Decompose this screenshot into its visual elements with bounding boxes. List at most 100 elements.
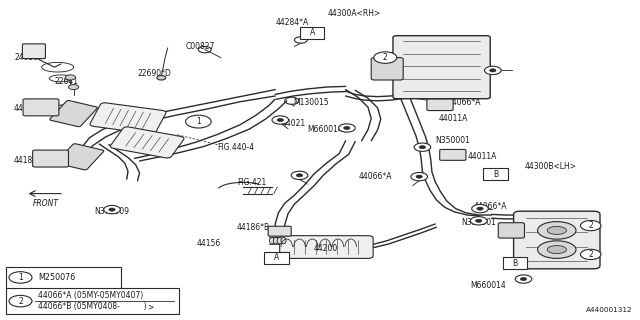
Text: 44300A<RH>: 44300A<RH> xyxy=(328,9,381,18)
FancyBboxPatch shape xyxy=(23,99,59,116)
Circle shape xyxy=(416,175,422,178)
Circle shape xyxy=(68,84,79,90)
Text: N370009: N370009 xyxy=(95,207,130,216)
Circle shape xyxy=(484,66,501,75)
Circle shape xyxy=(65,75,76,80)
Text: FIG.421: FIG.421 xyxy=(237,178,266,187)
Text: 22641: 22641 xyxy=(54,77,79,86)
Circle shape xyxy=(472,204,488,213)
Text: 44066*A: 44066*A xyxy=(474,202,507,211)
Circle shape xyxy=(414,143,431,151)
Text: A: A xyxy=(274,253,279,262)
Text: N350001: N350001 xyxy=(461,218,495,227)
Text: 44184: 44184 xyxy=(14,104,38,113)
FancyBboxPatch shape xyxy=(371,58,403,80)
Text: 2: 2 xyxy=(383,53,388,62)
FancyBboxPatch shape xyxy=(393,36,490,99)
Ellipse shape xyxy=(547,227,566,234)
Circle shape xyxy=(580,220,601,231)
FancyBboxPatch shape xyxy=(483,168,508,180)
Circle shape xyxy=(419,146,426,149)
Ellipse shape xyxy=(281,237,286,244)
Text: M660014: M660014 xyxy=(307,125,343,134)
Circle shape xyxy=(470,217,487,225)
Text: M660014: M660014 xyxy=(470,281,506,290)
Text: 1: 1 xyxy=(196,117,201,126)
Circle shape xyxy=(296,174,303,177)
Ellipse shape xyxy=(547,246,566,253)
Text: 44200: 44200 xyxy=(314,244,338,253)
FancyBboxPatch shape xyxy=(427,99,453,111)
FancyBboxPatch shape xyxy=(110,127,184,158)
FancyBboxPatch shape xyxy=(440,149,466,160)
FancyBboxPatch shape xyxy=(33,150,68,167)
Text: FRONT: FRONT xyxy=(33,199,59,208)
Circle shape xyxy=(157,76,166,80)
Circle shape xyxy=(272,116,289,124)
Ellipse shape xyxy=(269,237,275,244)
Text: 44186*B: 44186*B xyxy=(237,223,270,232)
Circle shape xyxy=(109,208,115,211)
FancyBboxPatch shape xyxy=(50,100,97,127)
Text: 44066*A (05MY-05MY0407): 44066*A (05MY-05MY0407) xyxy=(38,291,143,300)
Ellipse shape xyxy=(538,221,576,239)
Text: 44066*A: 44066*A xyxy=(448,98,481,107)
Text: 44011A: 44011A xyxy=(438,114,468,123)
Text: B: B xyxy=(513,259,518,268)
Text: M250076: M250076 xyxy=(38,273,76,282)
FancyBboxPatch shape xyxy=(56,144,104,170)
Circle shape xyxy=(277,118,284,122)
FancyBboxPatch shape xyxy=(6,288,179,314)
Circle shape xyxy=(477,207,483,210)
Text: 44066*B (05MY0408-          ): 44066*B (05MY0408- ) xyxy=(38,302,147,311)
Text: 44184: 44184 xyxy=(14,156,38,164)
FancyBboxPatch shape xyxy=(268,226,291,236)
Circle shape xyxy=(580,249,601,260)
Text: 44156: 44156 xyxy=(197,239,221,248)
Text: 1: 1 xyxy=(18,273,23,282)
Text: 22690*D: 22690*D xyxy=(138,69,172,78)
Circle shape xyxy=(490,69,496,72)
Text: 2: 2 xyxy=(588,250,593,259)
Circle shape xyxy=(344,126,350,130)
Text: 2: 2 xyxy=(18,297,23,306)
Text: 44021: 44021 xyxy=(282,119,306,128)
Text: 2: 2 xyxy=(588,221,593,230)
Circle shape xyxy=(9,272,32,283)
FancyBboxPatch shape xyxy=(264,252,289,264)
Text: 44284*A: 44284*A xyxy=(275,18,308,27)
Circle shape xyxy=(515,275,532,283)
FancyBboxPatch shape xyxy=(90,103,166,134)
Text: A: A xyxy=(310,28,315,37)
Text: C00827: C00827 xyxy=(186,42,215,51)
FancyBboxPatch shape xyxy=(503,257,527,269)
Ellipse shape xyxy=(277,237,282,244)
Circle shape xyxy=(339,124,355,132)
Circle shape xyxy=(291,171,308,180)
Text: FIG.440-4: FIG.440-4 xyxy=(218,143,255,152)
Ellipse shape xyxy=(538,241,576,259)
Circle shape xyxy=(520,277,527,281)
Circle shape xyxy=(411,172,428,181)
FancyBboxPatch shape xyxy=(499,223,525,238)
FancyBboxPatch shape xyxy=(22,44,45,59)
Text: 44066*A: 44066*A xyxy=(358,172,392,181)
Circle shape xyxy=(9,295,32,307)
Ellipse shape xyxy=(273,237,278,244)
FancyBboxPatch shape xyxy=(300,27,324,39)
FancyBboxPatch shape xyxy=(280,236,373,259)
Circle shape xyxy=(186,115,211,128)
Text: >: > xyxy=(147,302,154,311)
FancyBboxPatch shape xyxy=(6,267,121,289)
Text: N350001: N350001 xyxy=(435,136,470,145)
Text: 44300B<LH>: 44300B<LH> xyxy=(525,162,577,171)
Circle shape xyxy=(374,52,397,63)
Text: 24039: 24039 xyxy=(14,53,38,62)
Text: M130015: M130015 xyxy=(293,98,329,107)
Text: A440001312: A440001312 xyxy=(586,307,632,313)
Circle shape xyxy=(476,219,482,222)
Text: B: B xyxy=(493,170,498,179)
FancyBboxPatch shape xyxy=(514,211,600,269)
Circle shape xyxy=(104,205,120,214)
Text: 44011A: 44011A xyxy=(467,152,497,161)
